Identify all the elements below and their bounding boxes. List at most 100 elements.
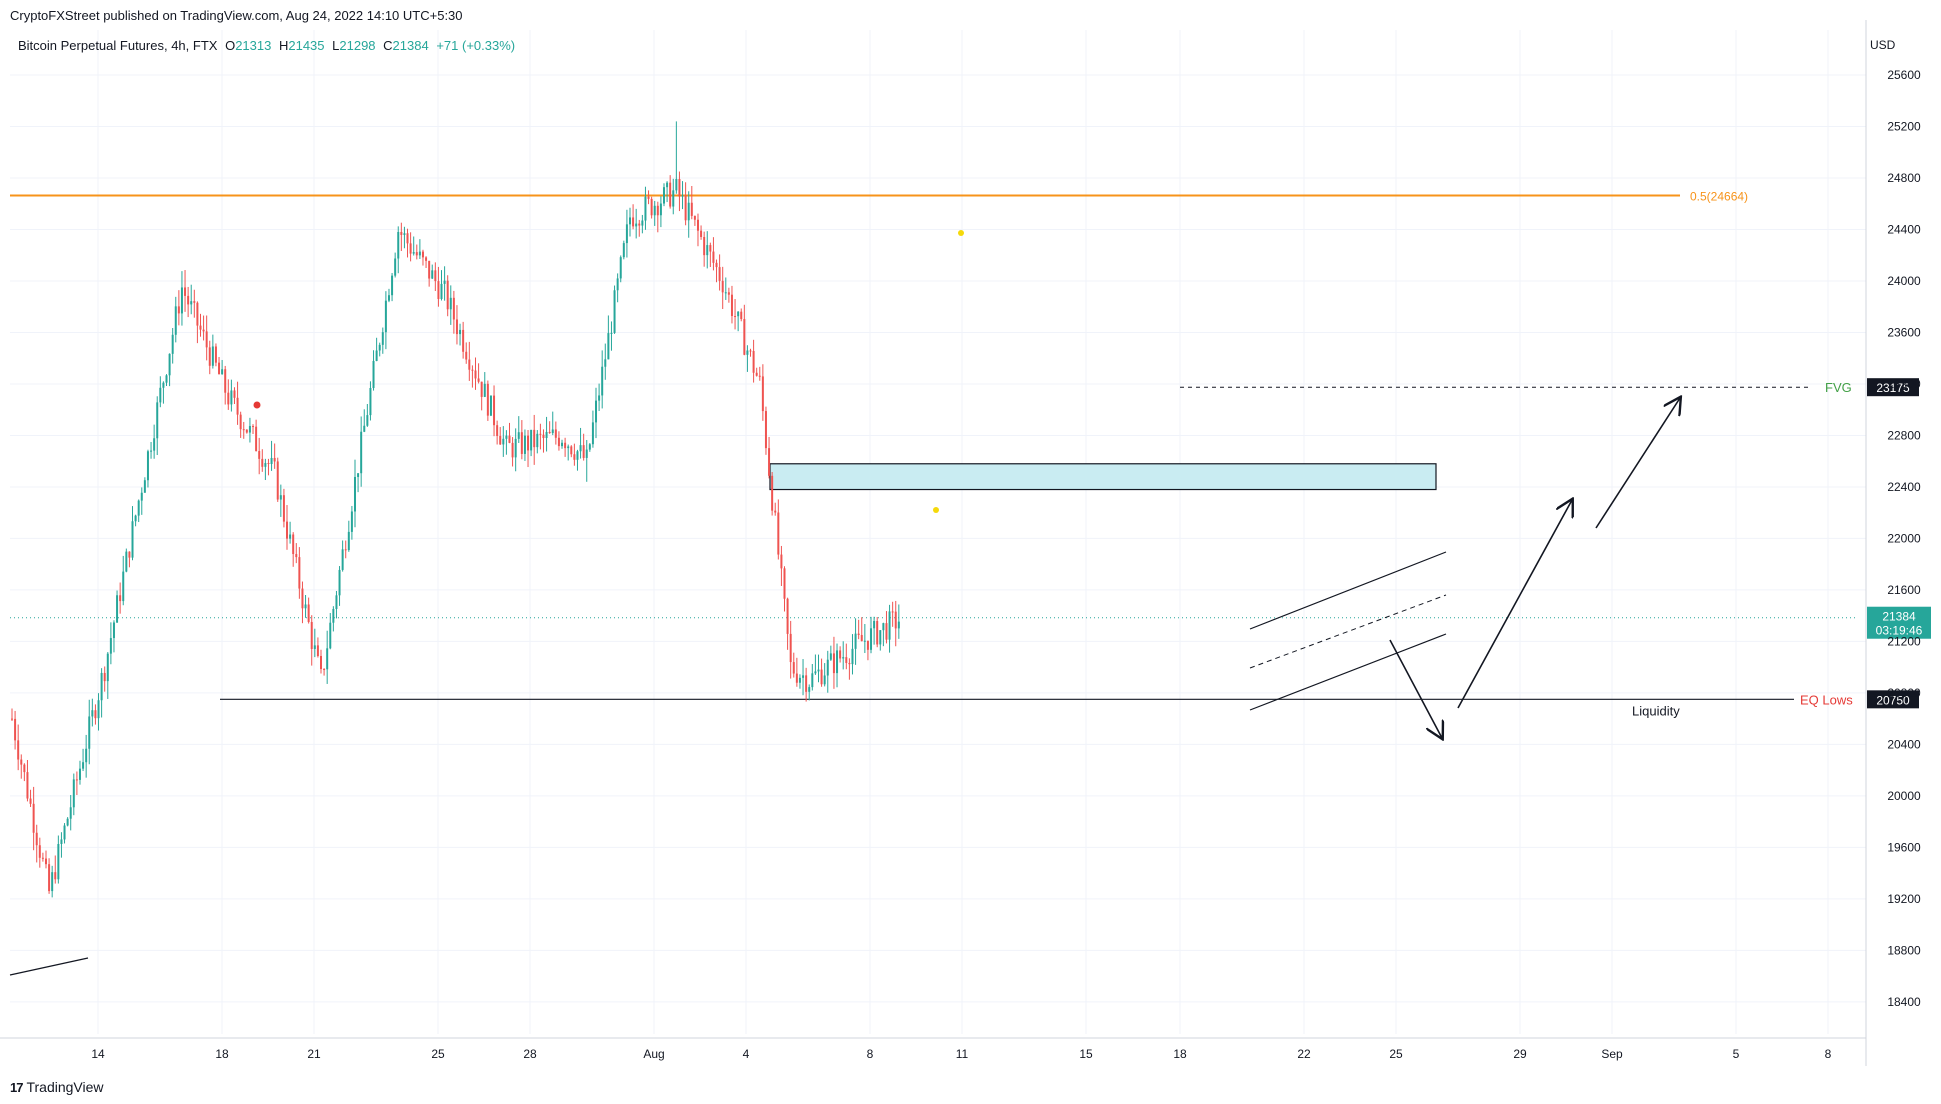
candle-body — [795, 673, 798, 683]
candle-body — [403, 233, 406, 235]
candle-body — [696, 219, 699, 231]
candle-body — [499, 435, 502, 445]
candle-body — [758, 375, 761, 377]
candle-body — [480, 381, 483, 397]
candle-body — [341, 549, 344, 570]
candle-body — [88, 716, 91, 749]
candle-body — [730, 294, 733, 317]
candle-body — [418, 251, 421, 256]
candle-body — [353, 476, 356, 512]
candle-body — [150, 450, 153, 452]
candle-body — [737, 311, 740, 317]
candle-body — [684, 195, 687, 221]
y-tick-label: 18800 — [1887, 943, 1921, 957]
candle-body — [851, 648, 854, 665]
candle-body — [514, 438, 517, 458]
y-tick-label: 19200 — [1887, 892, 1921, 906]
candle-body — [205, 331, 208, 348]
candle-body — [106, 653, 109, 682]
tradingview-brand-text: TradingView — [26, 1079, 104, 1095]
close-value: 21384 — [392, 38, 429, 53]
candle-body — [242, 429, 245, 431]
signal-dot-yellow — [958, 230, 964, 236]
candle-body — [675, 178, 678, 191]
y-tick-label: 25600 — [1887, 68, 1921, 82]
candle-body — [709, 245, 712, 252]
candle-body — [882, 623, 885, 631]
candle-body — [863, 640, 866, 642]
candle-body — [168, 353, 171, 376]
candle-body — [625, 224, 628, 244]
x-tick-label: 21 — [307, 1047, 321, 1061]
candle-body — [561, 442, 564, 447]
candle-body — [650, 198, 653, 216]
candle-body — [520, 432, 523, 454]
candle-body — [635, 223, 638, 227]
candle-body — [761, 376, 764, 412]
candle-body — [749, 350, 752, 352]
candle-body — [14, 718, 17, 741]
candle-body — [267, 463, 270, 465]
candle-body — [258, 451, 261, 459]
candle-body — [347, 531, 350, 551]
channel-upper-line — [1249, 551, 1447, 630]
candle-body — [171, 334, 174, 354]
candle-body — [681, 195, 684, 197]
candle-body — [802, 675, 805, 678]
candle-body — [72, 779, 75, 808]
candle-body — [845, 657, 848, 663]
candle-body — [443, 280, 446, 284]
candle-body — [585, 449, 588, 458]
candle-body — [527, 435, 530, 451]
candle-body — [236, 397, 239, 415]
candle-body — [542, 434, 545, 439]
tradingview-brand[interactable]: 17 TradingView — [10, 1079, 104, 1095]
candle-body — [477, 378, 480, 382]
candle-body — [811, 673, 814, 688]
candle-body — [848, 662, 851, 665]
candle-body — [508, 435, 511, 443]
candle-body — [415, 252, 418, 256]
last-price-value: 21384 — [1882, 610, 1916, 624]
candle-body — [771, 475, 774, 511]
candle-body — [372, 360, 375, 389]
y-tick-label: 25200 — [1887, 120, 1921, 134]
candle-body — [734, 316, 737, 318]
candle-body — [715, 262, 718, 268]
y-tick-label: 22000 — [1887, 531, 1921, 545]
candle-body — [545, 431, 548, 439]
candle-body — [103, 672, 106, 682]
candle-body — [493, 395, 496, 426]
candle-body — [842, 657, 845, 659]
candle-body — [292, 534, 295, 555]
candle-body — [227, 392, 230, 405]
candle-body — [344, 549, 347, 551]
candle-body — [604, 359, 607, 367]
symbol-legend[interactable]: Bitcoin Perpetual Futures, 4h, FTX O2131… — [18, 38, 515, 53]
candle-body — [264, 463, 267, 467]
candle-body — [798, 677, 801, 683]
candle-body — [644, 196, 647, 221]
candle-body — [326, 648, 329, 670]
x-tick-label: 8 — [1825, 1047, 1832, 1061]
candle-body — [165, 375, 168, 383]
candle-body — [412, 252, 415, 254]
signal-dot-red — [253, 401, 261, 409]
candle-body — [632, 217, 635, 227]
x-tick-label: 18 — [215, 1047, 229, 1061]
candle-body — [700, 230, 703, 237]
published-caption: CryptoFXStreet published on TradingView.… — [10, 8, 463, 23]
low-label: L — [332, 38, 340, 53]
candle-body — [755, 372, 758, 376]
y-tick-label: 24000 — [1887, 274, 1921, 288]
candle-body — [177, 306, 180, 314]
candle-body — [304, 604, 307, 609]
candle-body — [180, 287, 183, 314]
change-value: +71 (+0.33%) — [436, 38, 516, 53]
candle-body — [54, 872, 57, 880]
candle-body — [449, 297, 452, 310]
candle-body — [619, 257, 622, 279]
candle-body — [199, 325, 202, 330]
candle-body — [434, 270, 437, 282]
